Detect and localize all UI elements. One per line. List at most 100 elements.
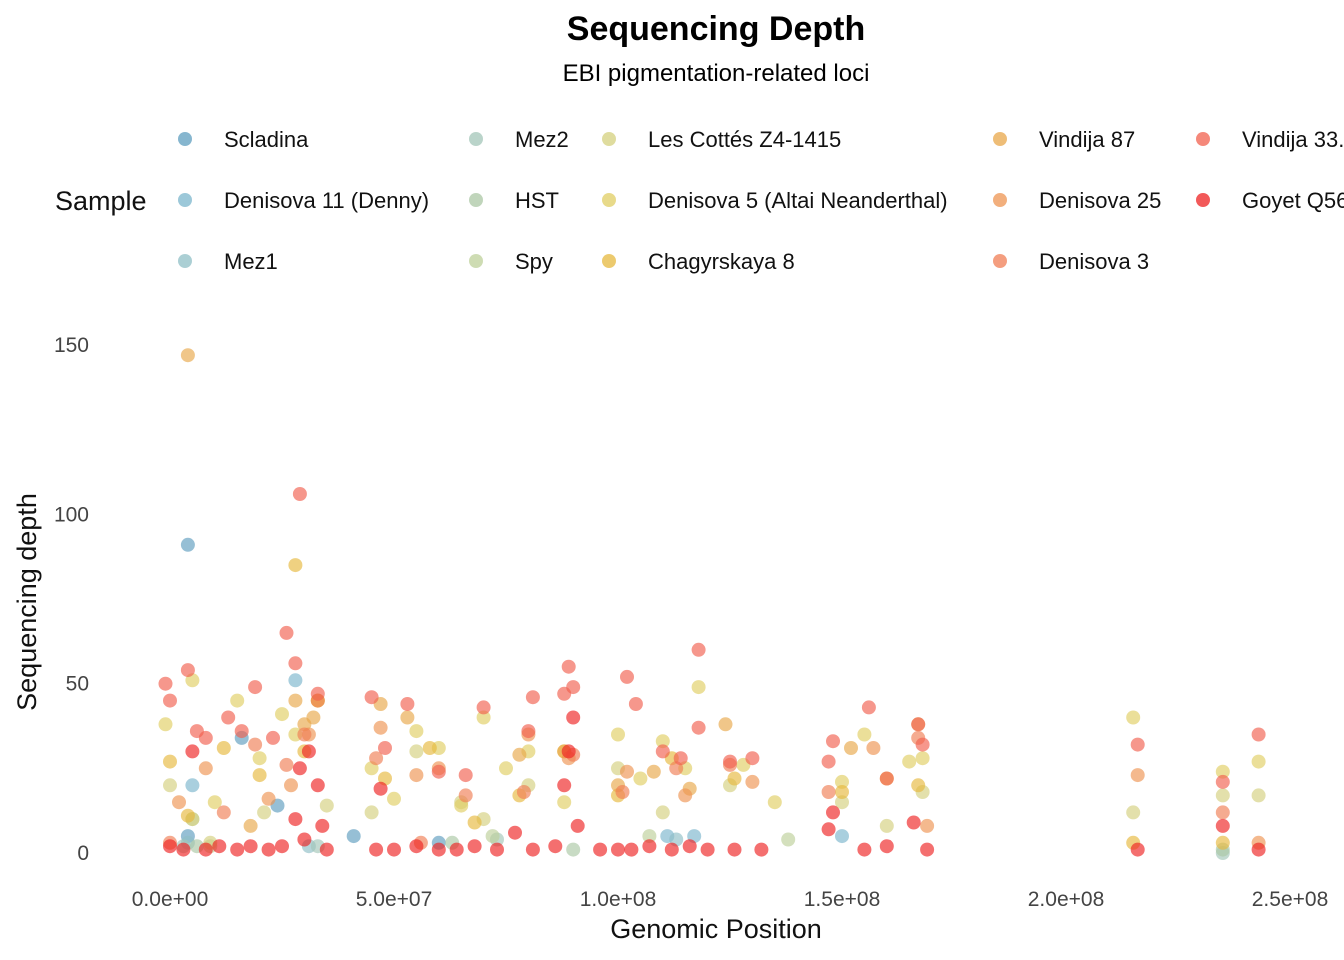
data-point xyxy=(319,842,334,857)
data-point xyxy=(284,778,298,793)
data-point xyxy=(1130,842,1145,857)
x-tick-label: 0.0e+00 xyxy=(132,888,209,911)
data-point xyxy=(248,737,263,752)
data-point xyxy=(409,724,424,739)
data-point xyxy=(373,720,388,735)
data-point xyxy=(633,771,648,786)
data-point xyxy=(288,693,303,708)
data-point xyxy=(180,663,195,678)
data-point xyxy=(691,720,706,735)
data-point xyxy=(458,788,473,803)
data-point xyxy=(1215,835,1230,850)
legend-key xyxy=(993,193,1007,207)
legend: Scladina Denisova 11 (Denny) Mez1 Mez2 HST Sp… xyxy=(178,127,1344,274)
data-point xyxy=(279,757,294,772)
legend-label: Denisova 11 (Denny) xyxy=(224,188,429,213)
x-tick-label: 2.5e+08 xyxy=(1252,888,1329,911)
data-point xyxy=(306,710,321,725)
data-point xyxy=(826,805,840,820)
data-point xyxy=(611,727,625,742)
data-point xyxy=(700,842,715,857)
data-point xyxy=(767,795,782,810)
legend-key xyxy=(602,132,616,146)
data-point xyxy=(642,839,657,854)
data-point xyxy=(727,842,742,857)
y-tick-label: 150 xyxy=(54,334,89,357)
data-point xyxy=(745,751,760,766)
y-tick-label: 50 xyxy=(66,673,89,696)
data-point xyxy=(476,700,491,715)
data-point xyxy=(163,778,177,793)
chart-title: Sequencing Depth xyxy=(567,10,865,48)
data-point xyxy=(628,697,643,711)
data-point xyxy=(449,842,464,857)
data-point xyxy=(185,744,200,759)
legend-key xyxy=(469,193,483,207)
data-point xyxy=(646,764,661,779)
data-point xyxy=(1215,818,1230,833)
data-point xyxy=(1215,774,1230,789)
data-point xyxy=(620,764,634,779)
data-point xyxy=(387,842,401,857)
data-point xyxy=(422,741,437,755)
data-point xyxy=(821,754,836,769)
data-point xyxy=(879,818,894,833)
x-axis-label: Genomic Position xyxy=(610,914,822,944)
data-point xyxy=(261,842,276,857)
legend-key xyxy=(1196,193,1210,207)
data-point xyxy=(826,734,840,749)
data-point xyxy=(216,805,231,820)
data-point xyxy=(275,707,289,722)
data-point xyxy=(248,680,263,695)
legend-title: Sample xyxy=(55,186,147,216)
data-point xyxy=(911,717,926,732)
data-point xyxy=(521,724,536,739)
data-point xyxy=(158,717,173,732)
data-point xyxy=(525,842,540,857)
y-axis-label: Sequencing depth xyxy=(12,493,42,711)
data-point xyxy=(1215,764,1230,779)
legend-key xyxy=(1196,132,1210,146)
data-point xyxy=(561,659,576,674)
data-point xyxy=(310,686,325,701)
data-point xyxy=(234,724,249,739)
legend-key xyxy=(469,132,483,146)
data-point xyxy=(310,778,325,793)
data-point xyxy=(185,778,200,793)
y-tick-label: 0 xyxy=(77,842,89,865)
x-axis-ticks: 0.0e+00 5.0e+07 1.0e+08 1.5e+08 2.0e+08 2.5e+… xyxy=(132,888,1329,911)
data-point xyxy=(512,747,527,762)
data-point xyxy=(266,730,280,745)
data-point xyxy=(655,734,670,749)
data-point xyxy=(180,808,195,823)
data-point xyxy=(288,558,303,573)
data-point xyxy=(920,818,935,833)
legend-key xyxy=(178,254,192,268)
data-point xyxy=(879,839,894,854)
data-point xyxy=(301,744,316,759)
legend-key xyxy=(178,193,192,207)
data-point xyxy=(508,825,522,840)
data-point xyxy=(857,842,872,857)
data-point xyxy=(431,764,446,779)
data-point xyxy=(346,829,361,844)
data-point xyxy=(691,642,706,657)
y-tick-label: 100 xyxy=(54,503,89,526)
data-point xyxy=(292,487,307,501)
data-point xyxy=(835,774,849,789)
data-point xyxy=(369,751,384,766)
data-point xyxy=(400,697,415,711)
data-point xyxy=(844,741,858,755)
data-point xyxy=(593,842,608,857)
data-point xyxy=(288,812,303,827)
data-point xyxy=(373,781,388,796)
data-point xyxy=(1251,754,1266,769)
data-point xyxy=(207,795,222,810)
data-point xyxy=(866,741,881,755)
data-point xyxy=(615,785,630,799)
data-point xyxy=(570,818,585,833)
data-point xyxy=(261,791,276,806)
data-point xyxy=(198,730,213,745)
data-point xyxy=(172,795,186,810)
data-point xyxy=(243,839,258,854)
